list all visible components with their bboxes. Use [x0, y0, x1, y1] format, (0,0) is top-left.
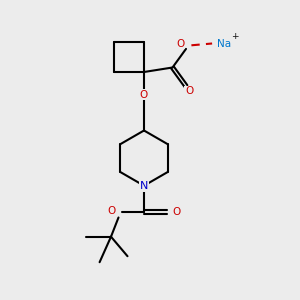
Text: +: +	[231, 32, 238, 41]
Text: O: O	[176, 38, 184, 49]
Text: O: O	[172, 207, 181, 217]
Text: N: N	[140, 181, 148, 191]
Text: O: O	[108, 206, 116, 216]
Text: O: O	[185, 86, 193, 97]
Text: O: O	[140, 89, 148, 100]
Text: Na: Na	[218, 38, 232, 49]
